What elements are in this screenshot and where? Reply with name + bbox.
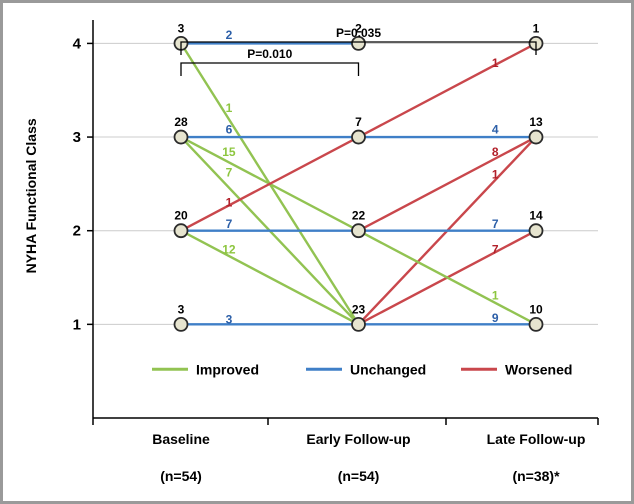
legend-label-worsened: Worsened: [505, 361, 572, 377]
transition-count-unchanged: 7: [226, 217, 233, 231]
transition-line-worsened: [179, 135, 360, 232]
node-count-label: 23: [352, 302, 366, 316]
node-marker: [173, 316, 189, 332]
x-category-label: Early Follow-up: [306, 431, 410, 447]
transition-count-unchanged: 3: [226, 313, 233, 327]
transition-count-unchanged: 9: [492, 311, 499, 325]
node-count-label: 20: [174, 209, 188, 223]
transition-count-worsened: 1: [492, 56, 499, 70]
transition-count-worsened: 8: [492, 145, 499, 159]
node-marker: [173, 129, 189, 145]
transition-line-improved: [179, 229, 360, 326]
transition-count-unchanged: 7: [492, 217, 499, 231]
transition-lines: [179, 42, 538, 326]
legend: Improved Unchanged Worsened: [152, 361, 572, 377]
node-marker: [351, 223, 366, 239]
node-marker: [351, 129, 366, 145]
grid-layer: [93, 42, 598, 325]
transition-count-worsened: 7: [492, 242, 499, 256]
transition-count-unchanged: 4: [492, 123, 499, 137]
node-count-label: 10: [529, 302, 543, 316]
node-count-label: 28: [174, 115, 188, 129]
transition-line-worsened: [357, 42, 538, 139]
significance-brackets: P=0.035 P=0.010: [180, 26, 537, 76]
node-marker: [528, 316, 544, 332]
y-axis-label: NYHA Functional Class: [23, 118, 39, 273]
node-count-label: 13: [529, 115, 543, 129]
y-tick-label: 3: [73, 129, 81, 146]
x-category-n: (n=54): [160, 468, 202, 484]
transition-line-improved: [357, 229, 538, 326]
transition-count-unchanged: 6: [226, 123, 233, 137]
y-tick-label: 2: [73, 223, 81, 240]
x-category-label: Baseline: [152, 431, 210, 447]
node-count-label: 3: [178, 302, 185, 316]
x-category-n: (n=38)*: [512, 468, 560, 484]
node-marker: [173, 223, 189, 239]
node-marker: [528, 129, 544, 145]
node-count-label: 2: [355, 21, 362, 35]
transition-count-improved: 7: [226, 166, 233, 180]
transition-count-improved: 12: [222, 242, 236, 256]
bracket-inner: [180, 62, 360, 76]
node-count-label: 3: [178, 21, 185, 35]
y-tick-label: 1: [73, 316, 81, 333]
bracket-outer: [180, 41, 537, 55]
nodes: [173, 36, 544, 332]
y-tick-label: 4: [73, 35, 82, 52]
x-category-n: (n=54): [338, 468, 380, 484]
transition-count-worsened: 1: [226, 196, 233, 210]
p-value-inner: P=0.010: [247, 47, 292, 61]
node-marker: [351, 316, 366, 332]
node-count-label: 1: [533, 21, 540, 35]
node-count-label: 22: [352, 209, 366, 223]
transition-count-improved: 1: [492, 288, 499, 302]
node-count-label: 14: [529, 209, 543, 223]
transition-count-improved: 15: [222, 145, 236, 159]
legend-label-unchanged: Unchanged: [350, 361, 426, 377]
transition-count-unchanged: 2: [226, 28, 233, 42]
node-count-label: 7: [355, 115, 362, 129]
transition-line-worsened: [357, 135, 538, 232]
legend-label-improved: Improved: [196, 361, 259, 377]
node-marker: [351, 36, 366, 51]
node-marker: [528, 223, 544, 239]
transition-count-improved: 1: [226, 101, 233, 115]
p-value-outer: P=0.035: [336, 26, 381, 40]
transition-count-worsened: 1: [492, 168, 499, 182]
x-category-label: Late Follow-up: [487, 431, 586, 447]
